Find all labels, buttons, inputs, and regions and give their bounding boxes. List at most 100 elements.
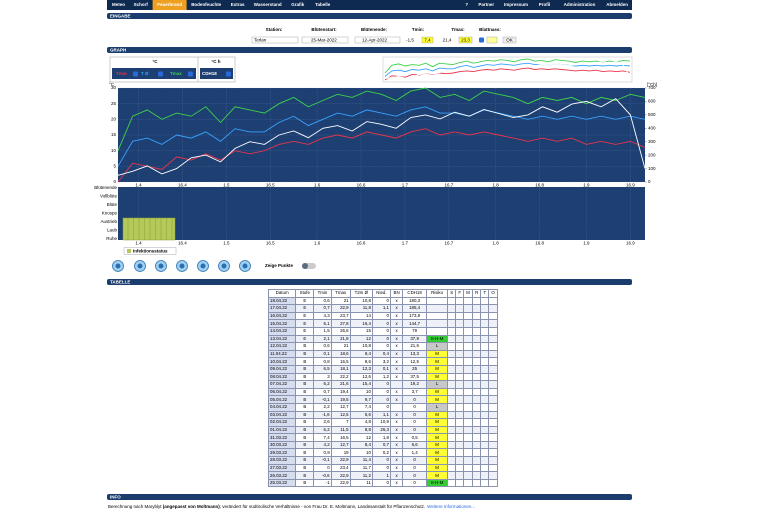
- table-cell: [488, 425, 498, 435]
- table-cell: 4,8: [349, 418, 373, 427]
- nav-item[interactable]: Tabelle: [315, 2, 331, 7]
- table-cell: B: [295, 402, 315, 412]
- table-cell: 0,7: [313, 387, 332, 397]
- legend-checkbox[interactable]: [133, 71, 138, 77]
- table-cell: 27,8: [330, 319, 351, 328]
- x-tick-label: 1.7: [402, 241, 409, 246]
- table-cell: 22,9: [330, 478, 351, 488]
- table-cell: 22,9: [330, 456, 351, 465]
- table-cell: 0,7: [313, 304, 332, 313]
- table-cell: x: [389, 463, 404, 473]
- legend-checkbox[interactable]: [158, 71, 163, 77]
- input-label: Tmin:: [412, 27, 425, 32]
- phenology-label: Blüte: [107, 202, 118, 207]
- nav-item[interactable]: Abmelden: [606, 2, 628, 7]
- ok-button[interactable]: [502, 36, 517, 44]
- nav-item[interactable]: Impressum: [504, 2, 528, 7]
- table-cell: [472, 311, 482, 321]
- table-cell: 3: [313, 372, 332, 382]
- table-row: 02.04.22 B 2,6 7 4,8 10,9 x 0 M: [267, 418, 498, 427]
- table-cell: -0,6: [313, 471, 332, 480]
- table-cell: [488, 311, 498, 321]
- nav-item[interactable]: Administration: [564, 2, 596, 7]
- table-cell: 22,9: [330, 304, 351, 313]
- input-box[interactable]: [458, 36, 473, 44]
- table-cell: [463, 433, 474, 442]
- table-header: Datum Stufe Tmin Tmax T2m Ø Nied. BN CDH18 Risik…: [267, 289, 498, 298]
- nav-item[interactable]: Extras: [231, 2, 245, 7]
- table-cell: 0: [371, 296, 391, 306]
- table-cell: 14: [349, 311, 373, 321]
- table-cell: [447, 342, 457, 351]
- legend-checkbox[interactable]: [226, 71, 231, 77]
- table-cell: [455, 304, 464, 313]
- table-cell: x: [389, 334, 404, 344]
- table-cell: E: [295, 304, 315, 313]
- nav-item[interactable]: Schorf: [134, 2, 149, 7]
- table-cell: [455, 440, 464, 450]
- table-cell: x: [389, 342, 404, 351]
- nav-item[interactable]: Partner: [478, 2, 494, 7]
- nav-item[interactable]: ?: [465, 2, 468, 7]
- table-cell: 11,2: [349, 471, 373, 480]
- info-part[interactable]: Weitere Informationen...: [427, 504, 475, 509]
- input-box[interactable]: [301, 36, 349, 44]
- y-tick-label: 25: [111, 101, 117, 106]
- table-cell: 12,7: [330, 440, 351, 450]
- table-cell: [488, 395, 498, 404]
- table-cell: 0,7: [371, 440, 391, 450]
- nav-item[interactable]: Feuerbrand: [157, 2, 182, 7]
- table-cell: 10,9: [371, 418, 391, 427]
- nav-item[interactable]: Profil: [539, 2, 551, 7]
- table-cell: [455, 326, 464, 336]
- input-box[interactable]: [251, 36, 299, 44]
- table-cell: 0,9: [313, 448, 332, 458]
- y-tick-label: 20: [111, 117, 117, 122]
- section-title: EINGABE: [110, 13, 131, 18]
- table-cell: 08.04.22: [267, 372, 297, 382]
- table-cell: -0,1: [313, 395, 332, 404]
- table-cell: 79: [402, 326, 427, 336]
- table-cell: 3,2: [371, 357, 391, 366]
- table-cell: 03.04.22: [267, 410, 297, 420]
- column-header: Stufe: [295, 289, 315, 298]
- y2-axis-label: [°Ch]: [647, 82, 657, 87]
- table-cell: [463, 326, 474, 336]
- x-tick-label: 1.5: [223, 183, 230, 188]
- input-box[interactable]: [486, 36, 498, 44]
- table-cell: x: [389, 319, 404, 328]
- input-box[interactable]: [354, 36, 401, 44]
- table-cell: [488, 357, 498, 366]
- table-cell: 12,6: [349, 372, 373, 382]
- table-cell: E: [295, 326, 315, 336]
- table-cell: [472, 357, 482, 366]
- nav-item[interactable]: Wasserstand: [254, 2, 282, 7]
- section-title: GRAPH: [110, 47, 126, 52]
- nav-item[interactable]: Grafik: [291, 2, 305, 7]
- column-header: Nied.: [371, 289, 391, 298]
- table-cell: [425, 326, 449, 336]
- table-cell: 1,4: [402, 448, 427, 458]
- table-cell: 13,3: [402, 349, 427, 359]
- table-cell: [480, 326, 490, 336]
- table-row: 13.04.22 E 2,1 21,8 12 0 x 37,9 S-H-M: [267, 334, 498, 344]
- column-header: BN: [389, 289, 404, 298]
- checkbox[interactable]: [479, 37, 484, 43]
- legend-checkbox[interactable]: [188, 71, 193, 77]
- table-cell: 12.04.22: [267, 342, 297, 351]
- legend-header: °C: [152, 59, 158, 64]
- table-cell: [472, 425, 482, 435]
- table-cell: 23,7: [330, 311, 351, 321]
- nav-item[interactable]: Bodenfeuchte: [191, 2, 221, 7]
- table-cell: B: [295, 372, 315, 382]
- x-tick-label: 1.8: [493, 241, 500, 246]
- input-value: Terlan: [254, 37, 267, 42]
- input-box[interactable]: [421, 36, 434, 44]
- nav-item[interactable]: Meteo: [112, 2, 125, 7]
- table-cell: [480, 471, 490, 480]
- table-cell: 0,5: [402, 433, 427, 442]
- table-cell: M: [425, 364, 449, 374]
- table-cell: 1,1: [371, 410, 391, 420]
- table-cell: x: [389, 478, 404, 488]
- input-label: Blattnass:: [479, 27, 501, 32]
